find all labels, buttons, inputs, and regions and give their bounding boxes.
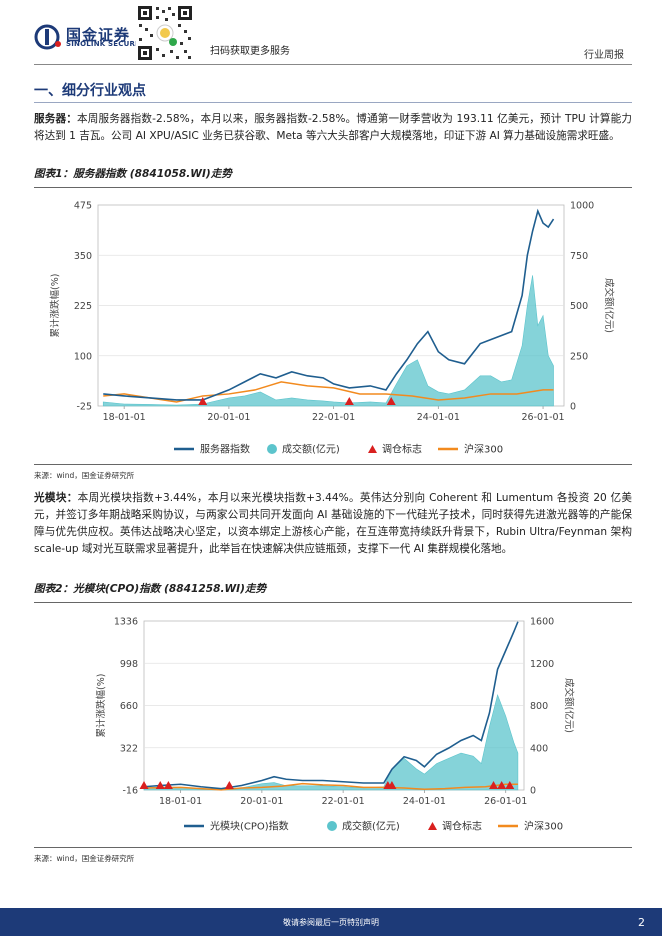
y2-tick-label: 500 <box>570 301 588 312</box>
figure-divider <box>34 187 632 188</box>
figure-divider <box>34 464 632 465</box>
figure-title: 图表1：服务器指数 (8841058.WI)走势 <box>34 168 232 180</box>
volume-area <box>102 275 554 407</box>
header-divider <box>34 64 632 65</box>
rebalance-marker <box>386 397 396 405</box>
legend-swatch <box>428 822 437 830</box>
legend-label: 调仓标志 <box>382 443 422 456</box>
x-tick-label: 22-01-01 <box>312 412 355 423</box>
rebalance-marker <box>224 781 234 789</box>
y2-tick-label: 800 <box>530 701 548 712</box>
y-axis-title: 累计涨跌幅(%) <box>49 274 61 338</box>
x-tick-label: 20-01-01 <box>240 796 283 807</box>
disclaimer-note: 敬请参阅最后一页特别声明 <box>283 918 379 927</box>
x-tick-label: 22-01-01 <box>322 796 365 807</box>
legend-label: 光模块(CPO)指数 <box>210 820 289 833</box>
y2-tick-label: 250 <box>570 351 588 362</box>
rebalance-marker <box>497 781 507 789</box>
rebalance-marker <box>139 781 149 789</box>
source-note: 来源：wind，国金证券研究所 <box>34 854 135 863</box>
x-tick-label: 26-01-01 <box>484 796 527 807</box>
y2-tick-label: 1200 <box>530 659 554 670</box>
y2-tick-label: 0 <box>570 402 576 413</box>
x-tick-label: 20-01-01 <box>207 412 250 423</box>
figure-divider <box>34 847 632 848</box>
rebalance-marker <box>489 781 499 789</box>
hs300-line <box>143 782 518 791</box>
y-tick-label: 1336 <box>114 617 138 628</box>
y-tick-label: 475 <box>74 201 92 212</box>
paragraph-text: 本周服务器指数-2.58%，本月以来，服务器指数-2.58%。博通第一财季营收为… <box>34 113 632 142</box>
x-tick-label: 26-01-01 <box>521 412 564 423</box>
section-title: 一、细分行业观点 <box>34 83 146 99</box>
y-tick-label: 350 <box>74 251 92 262</box>
legend-swatch <box>368 445 377 453</box>
legend-label: 服务器指数 <box>200 443 250 456</box>
page-number: 2 <box>638 916 645 929</box>
rebalance-marker <box>163 781 173 789</box>
y2-axis-title: 成交额(亿元) <box>563 678 575 733</box>
legend-swatch <box>267 444 277 454</box>
brand-name-en: SINOLINK SECURITIES <box>66 40 156 48</box>
report-type-label: 行业周报 <box>584 50 624 61</box>
y2-axis-title: 成交额(亿元) <box>603 278 615 333</box>
hs300-line <box>103 381 554 403</box>
rebalance-marker <box>505 781 515 789</box>
rebalance-marker <box>198 397 208 405</box>
legend-label: 沪深300 <box>524 820 563 833</box>
x-tick-label: 24-01-01 <box>403 796 446 807</box>
y-tick-label: -25 <box>76 402 92 413</box>
y-tick-label: -16 <box>122 786 138 797</box>
legend-label: 调仓标志 <box>442 820 482 833</box>
figure-title: 图表2：光模块(CPO)指数 (8841258.WI)走势 <box>34 583 267 595</box>
rebalance-marker <box>344 397 354 405</box>
y-axis-title: 累计涨跌幅(%) <box>95 674 107 738</box>
x-tick-label: 24-01-01 <box>417 412 460 423</box>
y2-tick-label: 1000 <box>570 201 594 212</box>
paragraph-optical: 光模块：本周光模块指数+3.44%，本月以来光模块指数+3.44%。英伟达分别向… <box>34 490 632 558</box>
y-tick-label: 998 <box>120 659 138 670</box>
y-tick-label: 660 <box>120 701 138 712</box>
chart-optical-index: -16 322 660 998 1336 0 400 800 1200 1600 18-01-01 2… <box>95 617 575 833</box>
brand-logo-icon <box>34 24 64 50</box>
rebalance-marker <box>155 781 165 789</box>
y2-tick-label: 0 <box>530 786 536 797</box>
y2-tick-label: 1600 <box>530 617 554 628</box>
figure-divider <box>34 602 632 603</box>
rebalance-marker <box>387 781 397 789</box>
x-tick-label: 18-01-01 <box>159 796 202 807</box>
scan-prompt: 扫码获取更多服务 <box>210 46 290 57</box>
source-note: 来源：wind，国金证券研究所 <box>34 471 135 480</box>
legend-swatch <box>327 821 337 831</box>
paragraph-lead: 服务器： <box>34 113 77 125</box>
legend-label: 成交额(亿元) <box>342 820 400 833</box>
x-tick-label: 18-01-01 <box>103 412 146 423</box>
legend-label: 沪深300 <box>464 443 503 456</box>
y-tick-label: 322 <box>120 743 138 754</box>
paragraph-text: 本周光模块指数+3.44%，本月以来光模块指数+3.44%。英伟达分别向 Coh… <box>34 492 632 555</box>
paragraph-server: 服务器：本周服务器指数-2.58%，本月以来，服务器指数-2.58%。博通第一财… <box>34 111 632 145</box>
y-tick-label: 225 <box>74 301 92 312</box>
brand-name: 国金证券 <box>66 26 131 44</box>
page-footer: 敬请参阅最后一页特别声明 2 <box>0 908 662 936</box>
chart-server-index: -25 100 225 350 475 0 250 500 750 1000 18-01-01 20-… <box>49 201 615 456</box>
y-tick-label: 100 <box>74 351 92 362</box>
index-line <box>103 208 555 401</box>
qr-code-icon[interactable] <box>136 4 194 62</box>
legend-label: 成交额(亿元) <box>282 443 340 456</box>
volume-area <box>143 693 519 791</box>
y2-tick-label: 750 <box>570 251 588 262</box>
section-divider <box>34 102 632 103</box>
y2-tick-label: 400 <box>530 743 548 754</box>
paragraph-lead: 光模块： <box>34 492 78 504</box>
